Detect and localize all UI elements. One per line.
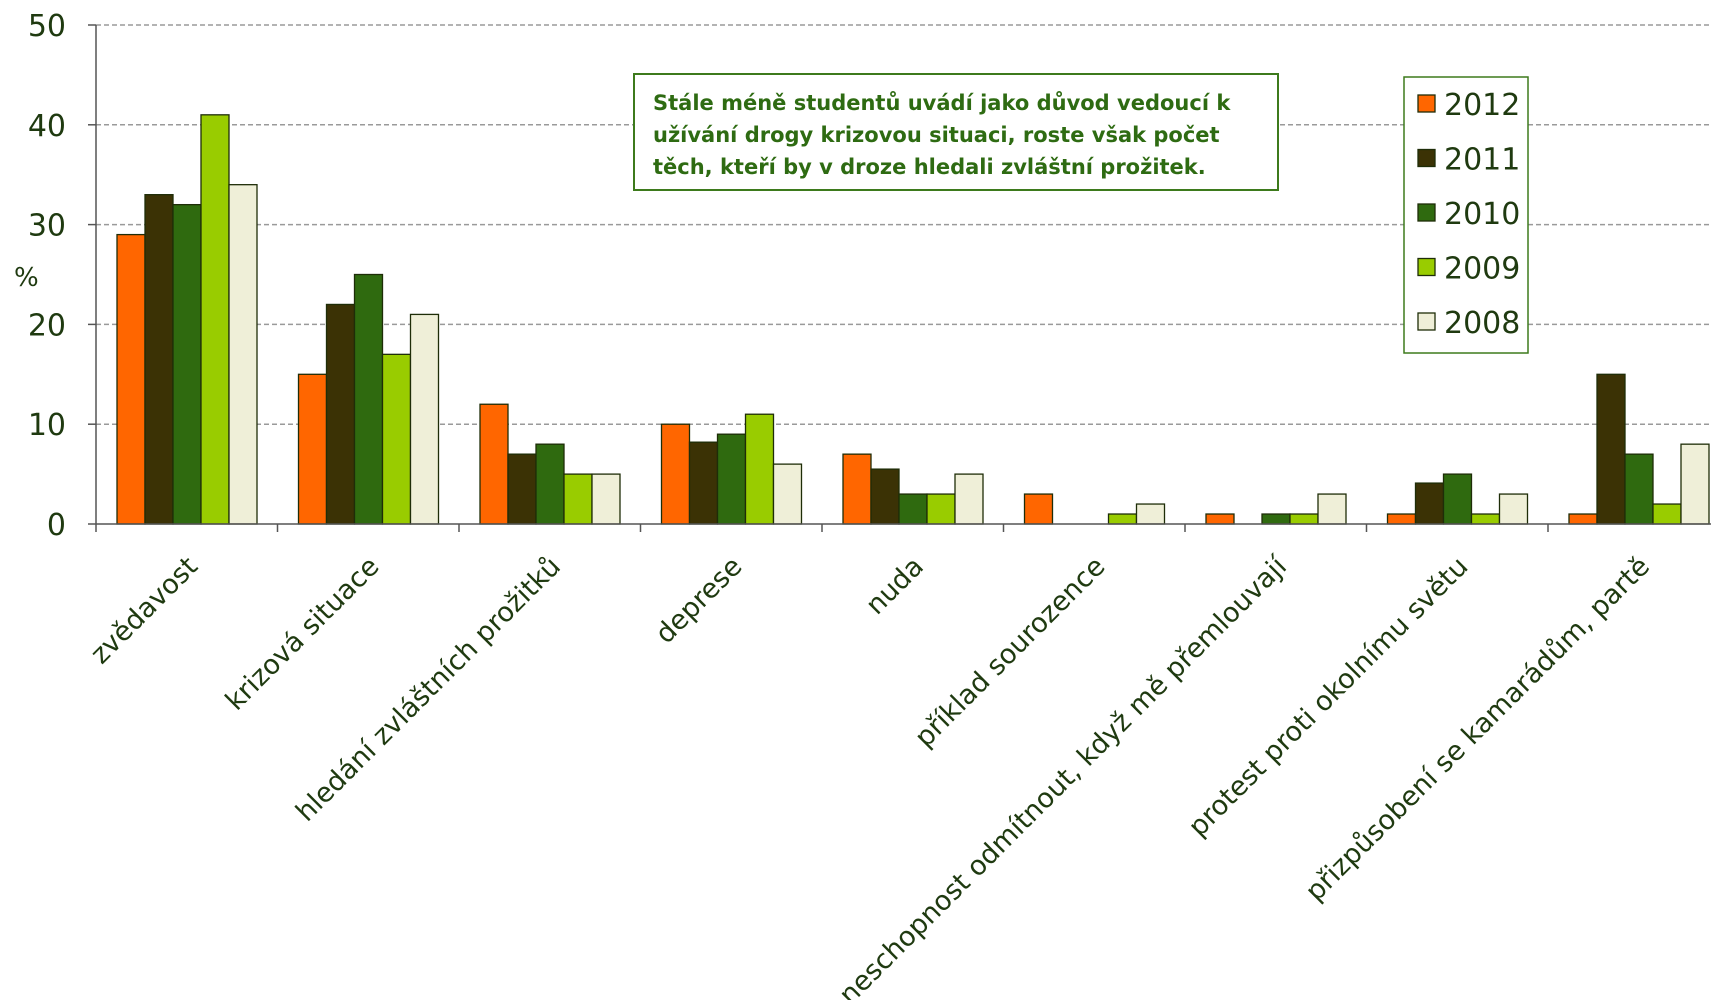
bar-2010-2 — [353, 273, 384, 525]
bar-2012-6 — [1023, 493, 1054, 525]
bar-2009-5 — [926, 493, 956, 525]
bar-2011-3 — [507, 453, 537, 525]
legend-swatch-2012 — [1417, 94, 1436, 113]
bar-2011-9 — [1596, 373, 1626, 525]
y-tick-label: 0 — [47, 508, 66, 543]
bar-2008-3 — [591, 473, 621, 525]
bar-2009-1 — [200, 114, 230, 525]
bar-2009-9 — [1652, 503, 1682, 525]
category-label: krizová situace — [220, 551, 386, 717]
bar-2011-4 — [688, 441, 719, 525]
legend: 2012 2011 2010 2009 2008 — [1403, 76, 1529, 354]
bar-2008-5 — [954, 473, 984, 525]
bar-2009-8 — [1470, 513, 1501, 525]
y-tick-label: 20 — [28, 308, 66, 343]
y-tick-label: 50 — [28, 9, 66, 44]
bar-2012-4 — [660, 423, 691, 525]
bar-2009-6 — [1107, 513, 1138, 525]
bar-2010-8 — [1442, 473, 1473, 525]
bars — [116, 114, 1710, 525]
bar-2010-5 — [898, 493, 928, 525]
bar-2012-5 — [842, 453, 872, 525]
bar-2008-6 — [1135, 503, 1166, 525]
bar-2011-1 — [144, 194, 174, 525]
y-tick-label: 40 — [28, 109, 66, 144]
bar-2010-9 — [1624, 453, 1654, 525]
bar-2012-8 — [1386, 513, 1417, 525]
axes — [95, 25, 1711, 532]
category-label: nuda — [860, 551, 930, 621]
bar-2009-3 — [563, 473, 593, 525]
annotation-box: Stále méně studentů uvádí jako důvod ved… — [633, 73, 1279, 191]
legend-label-2008: 2008 — [1444, 306, 1520, 341]
category-label: přizpůsobení se kamarádům, partě — [1300, 551, 1656, 907]
bar-2012-7 — [1205, 513, 1235, 525]
legend-swatch-2011 — [1417, 148, 1436, 168]
legend-label-2010: 2010 — [1444, 197, 1520, 232]
y-tick-label: 30 — [28, 209, 66, 244]
y-tick-label: 10 — [28, 408, 66, 443]
legend-label-2009: 2009 — [1444, 252, 1520, 287]
bar-2011-8 — [1414, 482, 1445, 525]
category-label: příklad sourozence — [909, 551, 1111, 753]
bar-2009-7 — [1289, 513, 1319, 525]
bar-2008-2 — [409, 313, 440, 525]
bar-2012-9 — [1568, 513, 1598, 525]
legend-label-2012: 2012 — [1444, 88, 1520, 123]
legend-label-2011: 2011 — [1444, 143, 1520, 178]
bar-2012-2 — [297, 373, 328, 525]
bar-2010-3 — [535, 443, 565, 525]
bar-2011-2 — [325, 303, 356, 525]
bar-2008-8 — [1498, 493, 1529, 525]
bar-2009-2 — [381, 353, 412, 525]
bar-2008-4 — [772, 463, 803, 525]
category-label: deprese — [650, 551, 749, 650]
bar-2012-3 — [479, 403, 509, 525]
legend-swatch-2009 — [1417, 257, 1436, 277]
bar-2010-4 — [716, 433, 747, 525]
bar-2008-9 — [1680, 443, 1710, 525]
bar-2012-1 — [116, 233, 146, 525]
category-label: zvědavost — [85, 551, 204, 670]
bar-2010-7 — [1261, 513, 1291, 525]
bar-2010-1 — [172, 203, 202, 525]
bar-2008-7 — [1317, 493, 1347, 525]
y-axis-label: % — [14, 263, 39, 293]
legend-swatch-2010 — [1417, 203, 1436, 222]
y-tick-labels: 0 10 20 30 40 50 — [28, 9, 66, 543]
bar-2009-4 — [744, 413, 775, 525]
legend-swatch-2008 — [1417, 312, 1436, 331]
bar-2011-5 — [870, 468, 900, 525]
bar-2008-1 — [228, 184, 258, 525]
annotation-text: Stále méně studentů uvádí jako důvod ved… — [653, 91, 1231, 179]
